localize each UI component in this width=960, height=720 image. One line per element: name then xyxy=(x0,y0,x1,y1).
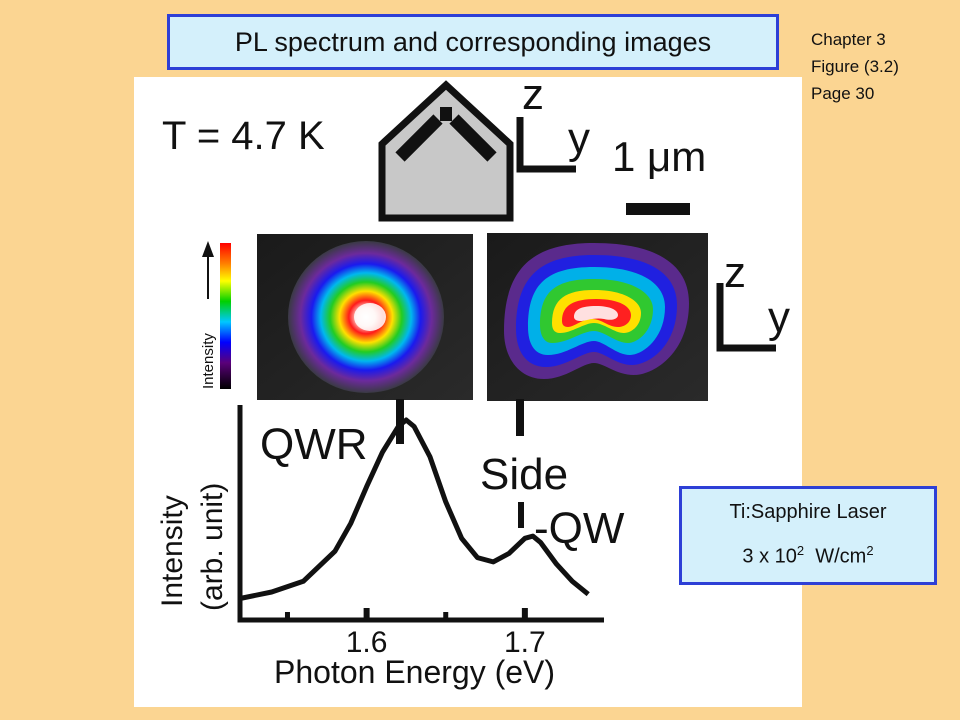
axis-indicator-top: z y xyxy=(516,70,590,173)
axis-z-label-right: z xyxy=(724,248,746,297)
temperature-label: T = 4.7 K xyxy=(162,114,325,158)
side-qw-connector-line xyxy=(516,399,524,436)
side-qw-marker xyxy=(518,502,524,528)
sample-schematic xyxy=(378,80,514,222)
qwr-connector-line xyxy=(396,399,404,444)
reference-chapter: Chapter 3 xyxy=(811,30,886,49)
spectrum-line xyxy=(239,417,590,601)
ylabel-line1: Intensity xyxy=(156,495,189,607)
pl-spectrum-plot: Intensity (arb. unit) Photon Energy (eV)… xyxy=(156,405,625,690)
scale-bar-label: 1 μm xyxy=(612,133,706,180)
laser-power-density: 3 x 102 W/cm2 xyxy=(682,543,934,569)
slide-title: PL spectrum and corresponding images xyxy=(234,26,712,57)
slide-title-box: PL spectrum and corresponding images xyxy=(167,14,779,70)
peak-label-qwr: QWR xyxy=(260,420,368,469)
peak-label-side-qw: -QW xyxy=(534,504,625,553)
figure-panel: T = 4.7 K z y z y 1 μm Intensity xyxy=(134,70,802,707)
intensity-colorbar xyxy=(220,243,231,389)
peak-label-side: Side xyxy=(480,450,568,499)
laser-name: Ti:Sapphire Laser xyxy=(729,501,887,523)
plot-axes xyxy=(237,405,604,623)
laser-info-box: Ti:Sapphire Laser 3 x 102 W/cm2 xyxy=(679,486,937,585)
laser-power-unit: W/cm xyxy=(815,545,867,568)
laser-unit-exponent: 2 xyxy=(866,543,874,558)
reference-page: Page 30 xyxy=(811,84,875,103)
pl-image-qwr xyxy=(257,234,473,400)
axis-y-label-top: y xyxy=(568,114,590,163)
laser-power-value: 3 x 10 xyxy=(742,545,797,568)
scale-bar xyxy=(626,203,690,215)
laser-power-exponent: 2 xyxy=(796,543,805,558)
axis-indicator-right: z y xyxy=(716,248,790,352)
colorbar-label: Intensity xyxy=(200,333,217,389)
colorbar-arrow xyxy=(202,241,214,299)
x-tick-label: 1.6 xyxy=(346,626,388,659)
figure-reference: Chapter 3 Figure (3.2) Page 30 xyxy=(811,26,899,107)
reference-figure: Figure (3.2) xyxy=(811,57,899,76)
x-tick-label: 1.7 xyxy=(504,626,546,659)
pl-image-side-qw xyxy=(487,233,708,401)
figure-svg: T = 4.7 K z y z y 1 μm Intensity xyxy=(156,70,790,690)
axis-y-label-right: y xyxy=(768,293,790,342)
xlabel: Photon Energy (eV) xyxy=(274,654,555,690)
axis-z-label-top: z xyxy=(522,77,544,119)
ylabel-line2: (arb. unit) xyxy=(196,483,229,611)
